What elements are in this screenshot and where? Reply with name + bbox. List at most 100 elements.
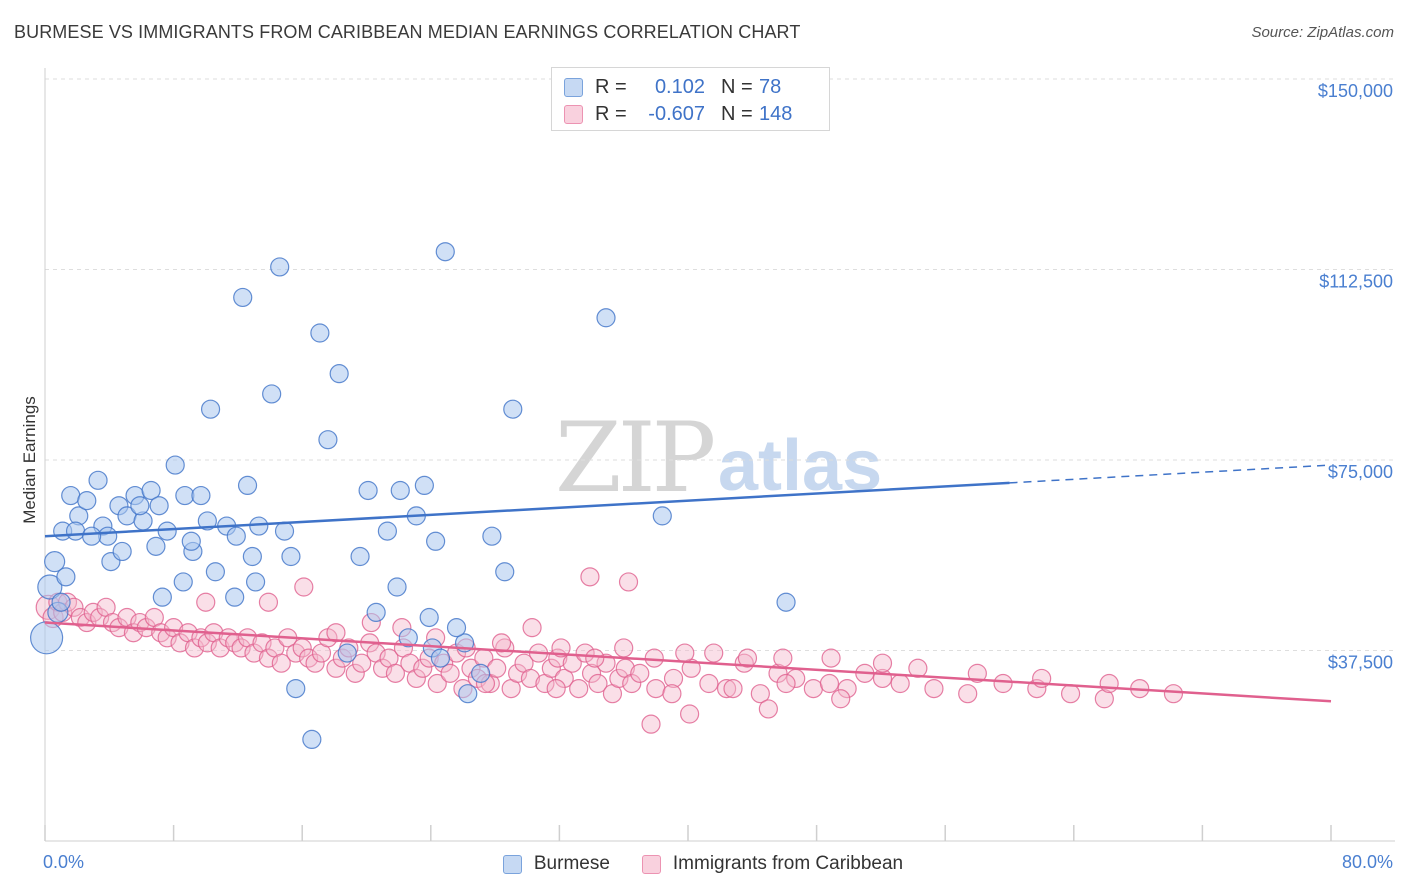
data-point — [716, 678, 737, 699]
data-point — [233, 287, 253, 308]
data-point — [641, 714, 661, 734]
legend-r-value: 0.102 — [654, 75, 705, 98]
y-tick-label: $75,000 — [1328, 462, 1393, 482]
data-point — [191, 485, 211, 506]
data-point — [210, 638, 230, 658]
series-legend: Burmese Immigrants from Caribbean — [0, 852, 1406, 876]
data-point — [302, 729, 322, 750]
legend-item-burmese[interactable]: Burmese — [502, 853, 610, 875]
data-point — [614, 638, 634, 658]
data-point — [130, 496, 150, 516]
data-point — [837, 678, 857, 699]
data-point — [585, 648, 605, 668]
data-point — [237, 475, 258, 495]
legend-r-label: R = — [595, 102, 627, 125]
data-point — [30, 621, 64, 655]
data-point — [366, 602, 386, 623]
data-point — [541, 658, 561, 678]
trend-line-caribbean — [44, 621, 1332, 703]
data-point — [358, 480, 378, 501]
data-point — [419, 607, 439, 628]
data-point — [776, 592, 796, 612]
data-point — [663, 668, 684, 689]
data-point — [773, 648, 793, 668]
data-point — [345, 663, 365, 683]
data-point — [569, 678, 589, 699]
data-point — [596, 653, 616, 673]
y-tick-label: $37,500 — [1328, 653, 1393, 673]
data-point — [482, 526, 502, 546]
data-point — [112, 541, 132, 562]
data-point — [622, 673, 642, 694]
data-point — [82, 526, 102, 546]
data-point — [337, 643, 357, 663]
data-point — [196, 592, 216, 612]
data-point — [588, 673, 608, 694]
data-point — [508, 663, 528, 683]
trend-line-burmese-extrapolated — [1009, 464, 1332, 484]
data-point — [967, 663, 987, 683]
data-point — [426, 531, 446, 551]
data-point — [387, 577, 407, 597]
chart-title: BURMESE VS IMMIGRANTS FROM CARIBBEAN MED… — [14, 22, 801, 42]
data-point — [281, 546, 301, 567]
chart-source: Source: ZipAtlas.com — [1251, 24, 1394, 41]
data-point — [329, 364, 349, 384]
data-point — [225, 587, 245, 607]
data-point — [77, 491, 97, 511]
data-point — [414, 475, 434, 495]
data-point — [299, 648, 319, 668]
y-tick-label: $150,000 — [1318, 81, 1393, 101]
axes — [44, 68, 1395, 842]
data-point — [70, 607, 90, 628]
data-point — [245, 572, 266, 592]
legend-item-caribbean[interactable]: Immigrants from Caribbean — [641, 853, 903, 875]
data-point — [776, 673, 796, 694]
data-point — [551, 638, 571, 658]
data-point — [249, 516, 269, 536]
data-point — [831, 689, 851, 709]
data-point — [51, 592, 71, 612]
data-point — [398, 628, 418, 648]
data-point — [141, 480, 161, 501]
data-point — [146, 536, 166, 556]
data-point — [372, 658, 393, 678]
data-point — [750, 684, 770, 704]
data-point — [152, 587, 172, 607]
data-point — [305, 653, 325, 673]
data-point — [231, 638, 251, 658]
data-point — [98, 526, 118, 546]
data-point — [680, 704, 700, 724]
data-point — [170, 633, 190, 653]
series-caribbean — [35, 567, 1184, 734]
data-point — [924, 678, 944, 699]
data-point — [65, 521, 86, 541]
data-point — [88, 470, 108, 490]
legend-n-value: 148 — [759, 102, 793, 125]
legend-r-label: R = — [595, 75, 627, 98]
data-point — [758, 699, 778, 719]
data-point — [958, 684, 978, 704]
data-point — [165, 455, 185, 475]
data-point — [652, 506, 672, 526]
x-tick-label: 0.0% — [43, 852, 84, 872]
data-point — [503, 399, 523, 419]
watermark-zip: ZIP — [555, 402, 716, 514]
data-point — [471, 663, 491, 683]
data-point — [326, 658, 346, 678]
legend-n-label: N = — [721, 102, 753, 125]
data-point — [1099, 673, 1119, 694]
data-point — [385, 663, 406, 683]
legend-n-label: N = — [721, 75, 753, 98]
data-point — [737, 648, 758, 668]
data-point — [294, 577, 314, 597]
data-point — [157, 521, 177, 541]
data-point — [580, 567, 600, 587]
data-point — [596, 308, 616, 328]
data-point — [554, 668, 574, 689]
data-point — [1060, 684, 1081, 704]
data-point — [427, 673, 447, 694]
data-point — [491, 633, 512, 653]
data-point — [1094, 689, 1114, 709]
